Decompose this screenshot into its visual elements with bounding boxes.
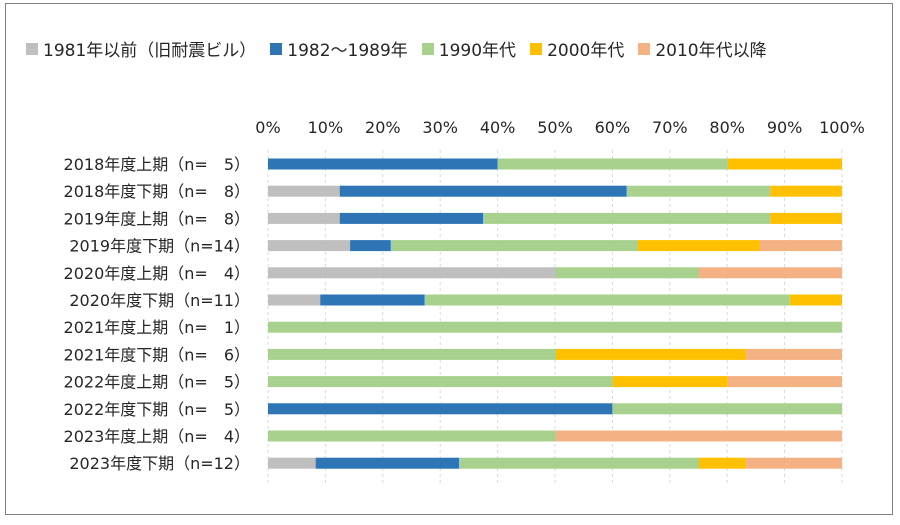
category-label: 2018年度下期（n= 8） bbox=[64, 182, 250, 201]
bar-segment bbox=[770, 185, 842, 197]
bar-segment bbox=[268, 457, 316, 469]
category-label: 2018年度上期（n= 5） bbox=[64, 155, 250, 174]
x-tick-label: 60% bbox=[595, 118, 631, 137]
bar-segment bbox=[626, 185, 771, 197]
bar-segment bbox=[555, 348, 747, 360]
bar-segment bbox=[555, 267, 699, 279]
x-tick-label: 20% bbox=[365, 118, 401, 137]
category-labels: 2018年度上期（n= 5） 2018年度下期（n= 8） 2019年度上期（n= … bbox=[64, 155, 250, 473]
category-label: 2022年度上期（n= 5） bbox=[64, 373, 250, 392]
x-tick-label: 50% bbox=[537, 118, 573, 137]
legend-item: 1990年代 bbox=[421, 36, 517, 61]
legend-label: 1990年代 bbox=[438, 41, 517, 61]
legend-label: 2000年代 bbox=[547, 41, 625, 61]
bar-segment bbox=[268, 212, 340, 224]
x-tick-label: 100% bbox=[819, 118, 865, 137]
bar-segment bbox=[789, 294, 842, 306]
bar-segment bbox=[555, 430, 842, 442]
legend-item: 1981年以前（旧耐震ビル） bbox=[26, 36, 256, 61]
x-tick-label: 70% bbox=[652, 118, 688, 137]
bar-segment bbox=[268, 158, 498, 170]
bar-segment bbox=[698, 267, 842, 279]
bar-segment bbox=[315, 457, 460, 469]
bar-segment bbox=[698, 457, 747, 469]
x-tick-label: 0% bbox=[255, 118, 280, 137]
bar-segment bbox=[746, 348, 842, 360]
legend-swatch bbox=[26, 42, 38, 55]
bar-segment bbox=[268, 348, 555, 360]
bars-layer bbox=[268, 158, 842, 469]
bar-segment bbox=[746, 457, 842, 469]
x-tick-label: 40% bbox=[480, 118, 516, 137]
chart-frame bbox=[5, 3, 893, 515]
bar-segment bbox=[459, 457, 699, 469]
bar-segment bbox=[350, 240, 391, 252]
bar-segment bbox=[339, 212, 484, 224]
bar-segment bbox=[268, 430, 555, 442]
legend-label: 1981年以前（旧耐震ビル） bbox=[43, 41, 257, 61]
bar-segment bbox=[268, 267, 555, 279]
bar-segment bbox=[268, 294, 321, 306]
x-tick-label: 30% bbox=[422, 118, 458, 137]
category-label: 2021年度下期（n= 6） bbox=[64, 345, 250, 364]
grid-layer bbox=[267, 150, 843, 485]
bar-segment bbox=[637, 240, 760, 252]
bar-segment bbox=[268, 376, 613, 388]
category-label: 2019年度上期（n= 8） bbox=[64, 209, 250, 228]
category-label: 2021年度上期（n= 1） bbox=[64, 318, 250, 337]
legend-item: 1982～1989年 bbox=[270, 36, 408, 61]
bar-segment bbox=[268, 403, 613, 415]
category-label: 2023年度上期（n= 4） bbox=[64, 427, 250, 446]
x-tick-label: 80% bbox=[709, 118, 745, 137]
legend-swatch bbox=[530, 42, 543, 55]
bar-segment bbox=[770, 212, 842, 224]
legend-swatch bbox=[421, 42, 434, 55]
bar-segment bbox=[339, 185, 627, 197]
bar-segment bbox=[727, 376, 842, 388]
x-tick-label: 90% bbox=[767, 118, 803, 137]
bar-segment bbox=[268, 240, 351, 252]
bar-segment bbox=[612, 376, 728, 388]
bar-segment bbox=[483, 212, 771, 224]
legend-label: 1982～1989年 bbox=[287, 41, 408, 61]
bar-segment bbox=[727, 158, 842, 170]
legend-swatch bbox=[270, 42, 283, 55]
category-label: 2020年度上期（n= 4） bbox=[64, 264, 250, 283]
bar-segment bbox=[612, 403, 842, 415]
legend-item: 2010年代以降 bbox=[638, 36, 767, 61]
bar-segment bbox=[497, 158, 728, 170]
bar-segment bbox=[759, 240, 842, 252]
category-label: 2022年度下期（n= 5） bbox=[64, 400, 250, 419]
category-label: 2020年度下期（n=11） bbox=[69, 291, 250, 310]
x-tick-label: 10% bbox=[308, 118, 344, 137]
legend: 1981年以前（旧耐震ビル） 1982～1989年 1990年代 2000年代 2010… bbox=[26, 36, 781, 61]
bar-segment bbox=[424, 294, 790, 306]
x-tick-labels: 0% 10% 20% 30% 40% 50% 60% 70% 80% 90% 100% bbox=[255, 118, 865, 137]
legend-item: 2000年代 bbox=[530, 36, 624, 61]
bar-segment bbox=[320, 294, 425, 306]
legend-swatch bbox=[638, 42, 651, 55]
bar-segment bbox=[268, 321, 842, 333]
category-label: 2023年度下期（n=12） bbox=[69, 454, 250, 473]
category-label: 2019年度下期（n=14） bbox=[69, 237, 250, 256]
bar-segment bbox=[390, 240, 638, 252]
legend-label: 2010年代以降 bbox=[655, 41, 767, 61]
bar-segment bbox=[268, 185, 340, 197]
